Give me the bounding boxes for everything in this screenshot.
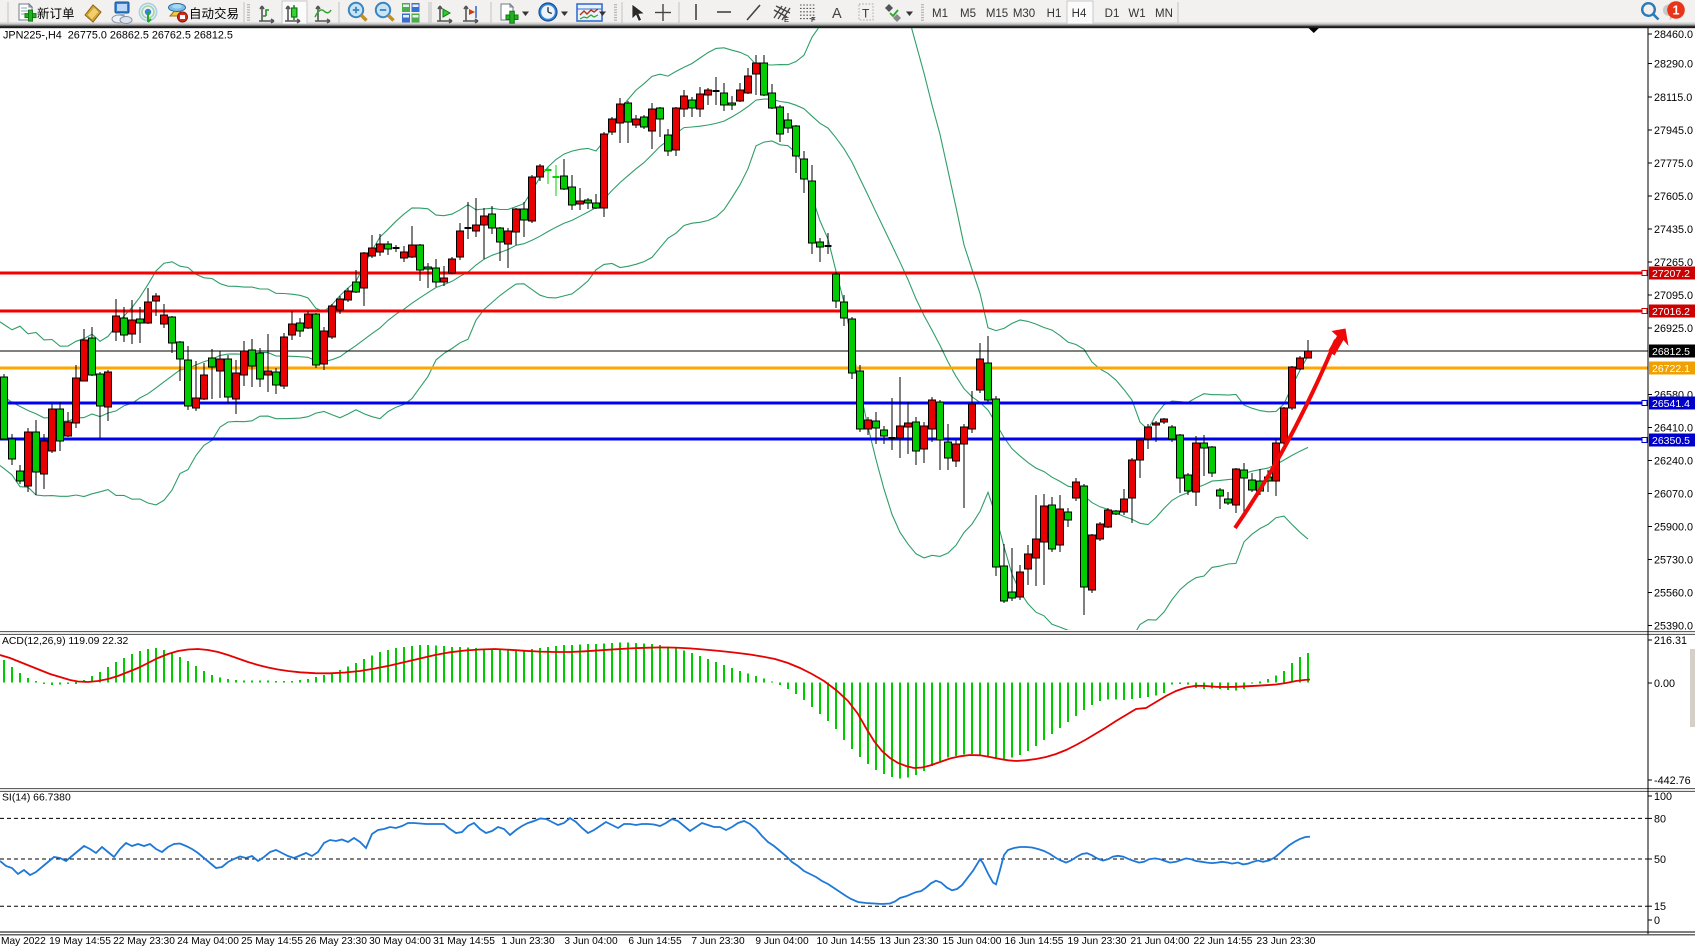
- svg-text:27945.0: 27945.0: [1654, 125, 1693, 137]
- svg-text:M1: M1: [932, 8, 948, 20]
- svg-text:28460.0: 28460.0: [1654, 29, 1693, 41]
- svg-text:T: T: [862, 7, 870, 21]
- svg-text:25390.0: 25390.0: [1654, 621, 1693, 633]
- svg-text:May 2022: May 2022: [1, 936, 46, 947]
- svg-text:22 May 23:30: 22 May 23:30: [113, 936, 175, 947]
- svg-text:25900.0: 25900.0: [1654, 522, 1693, 534]
- svg-text:26410.0: 26410.0: [1654, 423, 1693, 435]
- svg-text:7 Jun 23:30: 7 Jun 23:30: [691, 936, 745, 947]
- svg-text:80: 80: [1654, 813, 1666, 825]
- svg-text:27016.2: 27016.2: [1652, 306, 1690, 318]
- svg-text:MN: MN: [1155, 8, 1173, 20]
- svg-text:100: 100: [1654, 791, 1672, 803]
- svg-text:50: 50: [1654, 854, 1666, 866]
- svg-text:H4: H4: [1072, 8, 1087, 20]
- svg-text:28115.0: 28115.0: [1654, 92, 1692, 104]
- svg-text:M15: M15: [986, 8, 1008, 20]
- svg-text:3 Jun 04:00: 3 Jun 04:00: [564, 936, 618, 947]
- svg-text:15 Jun 04:00: 15 Jun 04:00: [943, 936, 1002, 947]
- svg-text:25 May 14:55: 25 May 14:55: [241, 936, 303, 947]
- svg-text:24 May 04:00: 24 May 04:00: [177, 936, 239, 947]
- svg-text:25560.0: 25560.0: [1654, 588, 1693, 600]
- svg-text:10 Jun 14:55: 10 Jun 14:55: [817, 936, 876, 947]
- svg-text:26240.0: 26240.0: [1654, 456, 1693, 468]
- svg-text:H1: H1: [1047, 8, 1062, 20]
- svg-text:M5: M5: [960, 8, 976, 20]
- svg-text:26541.4: 26541.4: [1652, 398, 1690, 410]
- svg-text:31 May 14:55: 31 May 14:55: [433, 936, 495, 947]
- svg-text:27775.0: 27775.0: [1654, 158, 1693, 170]
- svg-text:D1: D1: [1105, 8, 1120, 20]
- svg-text:新订单: 新订单: [37, 6, 75, 21]
- svg-text:26812.5: 26812.5: [1652, 346, 1690, 358]
- svg-text:26925.0: 26925.0: [1654, 323, 1693, 335]
- svg-text:6 Jun 14:55: 6 Jun 14:55: [628, 936, 682, 947]
- svg-text:1: 1: [1673, 4, 1680, 18]
- svg-text:A: A: [832, 6, 842, 22]
- svg-text:自动交易: 自动交易: [189, 6, 239, 21]
- svg-text:26070.0: 26070.0: [1654, 489, 1693, 501]
- svg-text:27095.0: 27095.0: [1654, 290, 1693, 302]
- svg-text:21 Jun 04:00: 21 Jun 04:00: [1131, 936, 1190, 947]
- svg-text:27265.0: 27265.0: [1654, 257, 1693, 269]
- svg-text:E: E: [784, 15, 789, 24]
- svg-text:M30: M30: [1013, 8, 1035, 20]
- svg-text:22 Jun 14:55: 22 Jun 14:55: [1194, 936, 1253, 947]
- svg-text:W1: W1: [1128, 8, 1145, 20]
- svg-text:16 Jun 14:55: 16 Jun 14:55: [1005, 936, 1064, 947]
- svg-text:25730.0: 25730.0: [1654, 555, 1693, 567]
- svg-text:27207.2: 27207.2: [1652, 268, 1690, 280]
- svg-text:SI(14) 66.7380: SI(14) 66.7380: [2, 793, 71, 804]
- svg-text:23 Jun 23:30: 23 Jun 23:30: [1257, 936, 1316, 947]
- svg-text:15: 15: [1654, 901, 1666, 913]
- svg-text:26 May 23:30: 26 May 23:30: [305, 936, 367, 947]
- svg-text:13 Jun 23:30: 13 Jun 23:30: [880, 936, 939, 947]
- svg-text:19 May 14:55: 19 May 14:55: [49, 936, 111, 947]
- svg-text:0: 0: [1654, 915, 1660, 927]
- svg-text:26350.5: 26350.5: [1652, 435, 1690, 447]
- svg-text:0.00: 0.00: [1654, 678, 1675, 690]
- svg-text:28290.0: 28290.0: [1654, 59, 1693, 71]
- svg-text:27605.0: 27605.0: [1654, 191, 1693, 203]
- svg-text:1 Jun 23:30: 1 Jun 23:30: [501, 936, 555, 947]
- svg-text:9 Jun 04:00: 9 Jun 04:00: [755, 936, 809, 947]
- svg-text:-442.76: -442.76: [1654, 775, 1691, 787]
- svg-text:26722.1: 26722.1: [1652, 363, 1690, 375]
- svg-text:216.31: 216.31: [1654, 635, 1687, 647]
- svg-text:F: F: [811, 15, 816, 24]
- svg-text:ACD(12,26,9) 119.09 22.32: ACD(12,26,9) 119.09 22.32: [2, 636, 129, 647]
- svg-text:27435.0: 27435.0: [1654, 224, 1693, 236]
- svg-text:JPN225-,H4 26775.0 26862.5 26: JPN225-,H4 26775.0 26862.5 26762.5 26812…: [3, 30, 233, 42]
- svg-text:30 May 04:00: 30 May 04:00: [369, 936, 431, 947]
- svg-text:19 Jun 23:30: 19 Jun 23:30: [1068, 936, 1127, 947]
